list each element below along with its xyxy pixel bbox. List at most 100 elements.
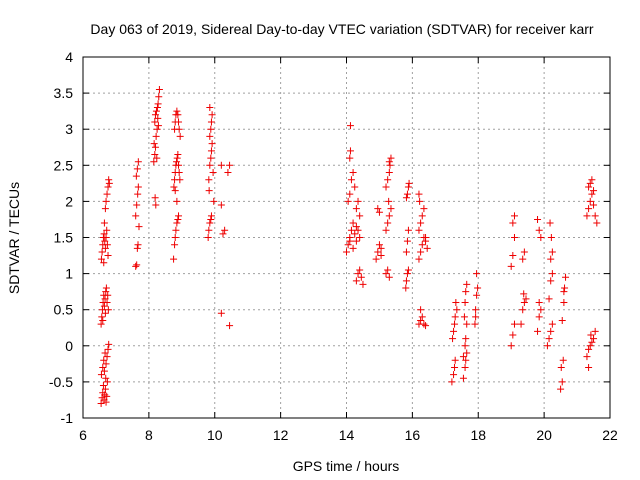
- data-point: [175, 118, 183, 126]
- data-point: [100, 219, 108, 227]
- data-point: [453, 306, 461, 314]
- data-point: [134, 190, 142, 198]
- data-point: [154, 122, 162, 130]
- data-point: [548, 320, 556, 328]
- data-point: [98, 306, 106, 314]
- data-point: [462, 356, 470, 364]
- data-point: [102, 234, 110, 241]
- data-point: [375, 241, 383, 249]
- y-tick-label: 1.5: [54, 230, 74, 246]
- data-point: [404, 226, 412, 234]
- y-tick-label: 2: [65, 193, 73, 209]
- data-point: [103, 241, 111, 249]
- data-point: [557, 363, 565, 371]
- y-tick-label: 3.5: [54, 85, 74, 101]
- data-point: [590, 201, 598, 209]
- data-point: [133, 201, 141, 209]
- data-point: [463, 320, 471, 328]
- data-point: [448, 378, 456, 386]
- data-point: [344, 197, 352, 205]
- data-point: [175, 125, 183, 133]
- data-point: [452, 298, 460, 306]
- data-point: [386, 161, 394, 169]
- data-point: [97, 320, 105, 328]
- y-tick-label: 0.5: [54, 302, 74, 318]
- chart-title: Day 063 of 2019, Sidereal Day-to-day VTE…: [90, 21, 593, 37]
- data-point: [104, 252, 112, 260]
- data-point: [423, 244, 431, 252]
- data-point: [351, 183, 359, 191]
- data-point: [382, 226, 390, 234]
- data-point: [102, 288, 110, 296]
- x-tick-label: 22: [602, 427, 618, 443]
- data-point: [103, 353, 111, 361]
- data-point: [418, 212, 426, 220]
- data-point: [133, 261, 141, 269]
- data-point: [103, 378, 111, 386]
- data-point: [548, 270, 556, 278]
- data-point: [385, 169, 393, 177]
- data-point: [382, 183, 390, 191]
- data-point: [356, 266, 364, 274]
- data-point: [509, 219, 517, 227]
- data-point: [357, 273, 365, 281]
- y-tick-label: 3: [65, 121, 73, 137]
- data-point: [352, 205, 360, 213]
- data-point: [134, 183, 142, 191]
- data-point: [590, 335, 598, 343]
- data-point: [507, 342, 515, 350]
- data-point: [99, 363, 107, 371]
- data-point: [558, 378, 566, 386]
- data-point: [509, 252, 517, 260]
- data-point: [356, 212, 364, 220]
- data-point: [97, 371, 105, 379]
- data-point: [519, 255, 527, 263]
- data-point: [385, 158, 393, 166]
- data-point: [374, 205, 382, 213]
- data-point: [520, 290, 528, 298]
- data-point: [384, 266, 392, 274]
- data-point: [101, 237, 109, 245]
- data-point: [450, 327, 458, 335]
- data-point: [153, 104, 161, 112]
- data-point: [151, 143, 159, 151]
- data-point: [471, 320, 479, 328]
- data-point: [415, 190, 423, 198]
- data-point: [176, 132, 184, 140]
- data-point: [102, 284, 110, 292]
- data-point: [99, 382, 107, 390]
- data-point: [462, 288, 470, 296]
- data-point: [522, 295, 530, 303]
- data-point: [152, 107, 160, 115]
- data-point: [207, 125, 215, 133]
- data-point: [153, 154, 161, 162]
- data-point: [404, 183, 412, 191]
- data-point: [387, 154, 395, 162]
- data-point: [510, 212, 518, 220]
- data-point: [537, 234, 545, 241]
- x-tick-label: 6: [79, 427, 87, 443]
- data-point: [535, 226, 543, 234]
- data-point: [349, 169, 357, 177]
- data-point: [221, 226, 229, 234]
- data-point: [173, 107, 181, 115]
- data-point: [562, 273, 570, 281]
- data-point: [346, 237, 354, 245]
- y-tick-label: 0: [65, 338, 73, 354]
- data-point: [535, 313, 543, 321]
- data-point: [174, 111, 182, 119]
- data-point: [537, 306, 545, 314]
- data-point: [359, 280, 367, 288]
- data-point: [385, 197, 393, 205]
- data-point: [170, 255, 178, 263]
- data-point: [462, 335, 470, 343]
- data-point: [155, 93, 163, 101]
- data-point: [101, 385, 109, 393]
- data-point: [101, 244, 109, 252]
- data-point: [174, 215, 182, 223]
- data-point: [210, 197, 218, 205]
- data-point: [206, 161, 214, 169]
- data-point: [420, 320, 428, 328]
- data-point: [510, 320, 518, 328]
